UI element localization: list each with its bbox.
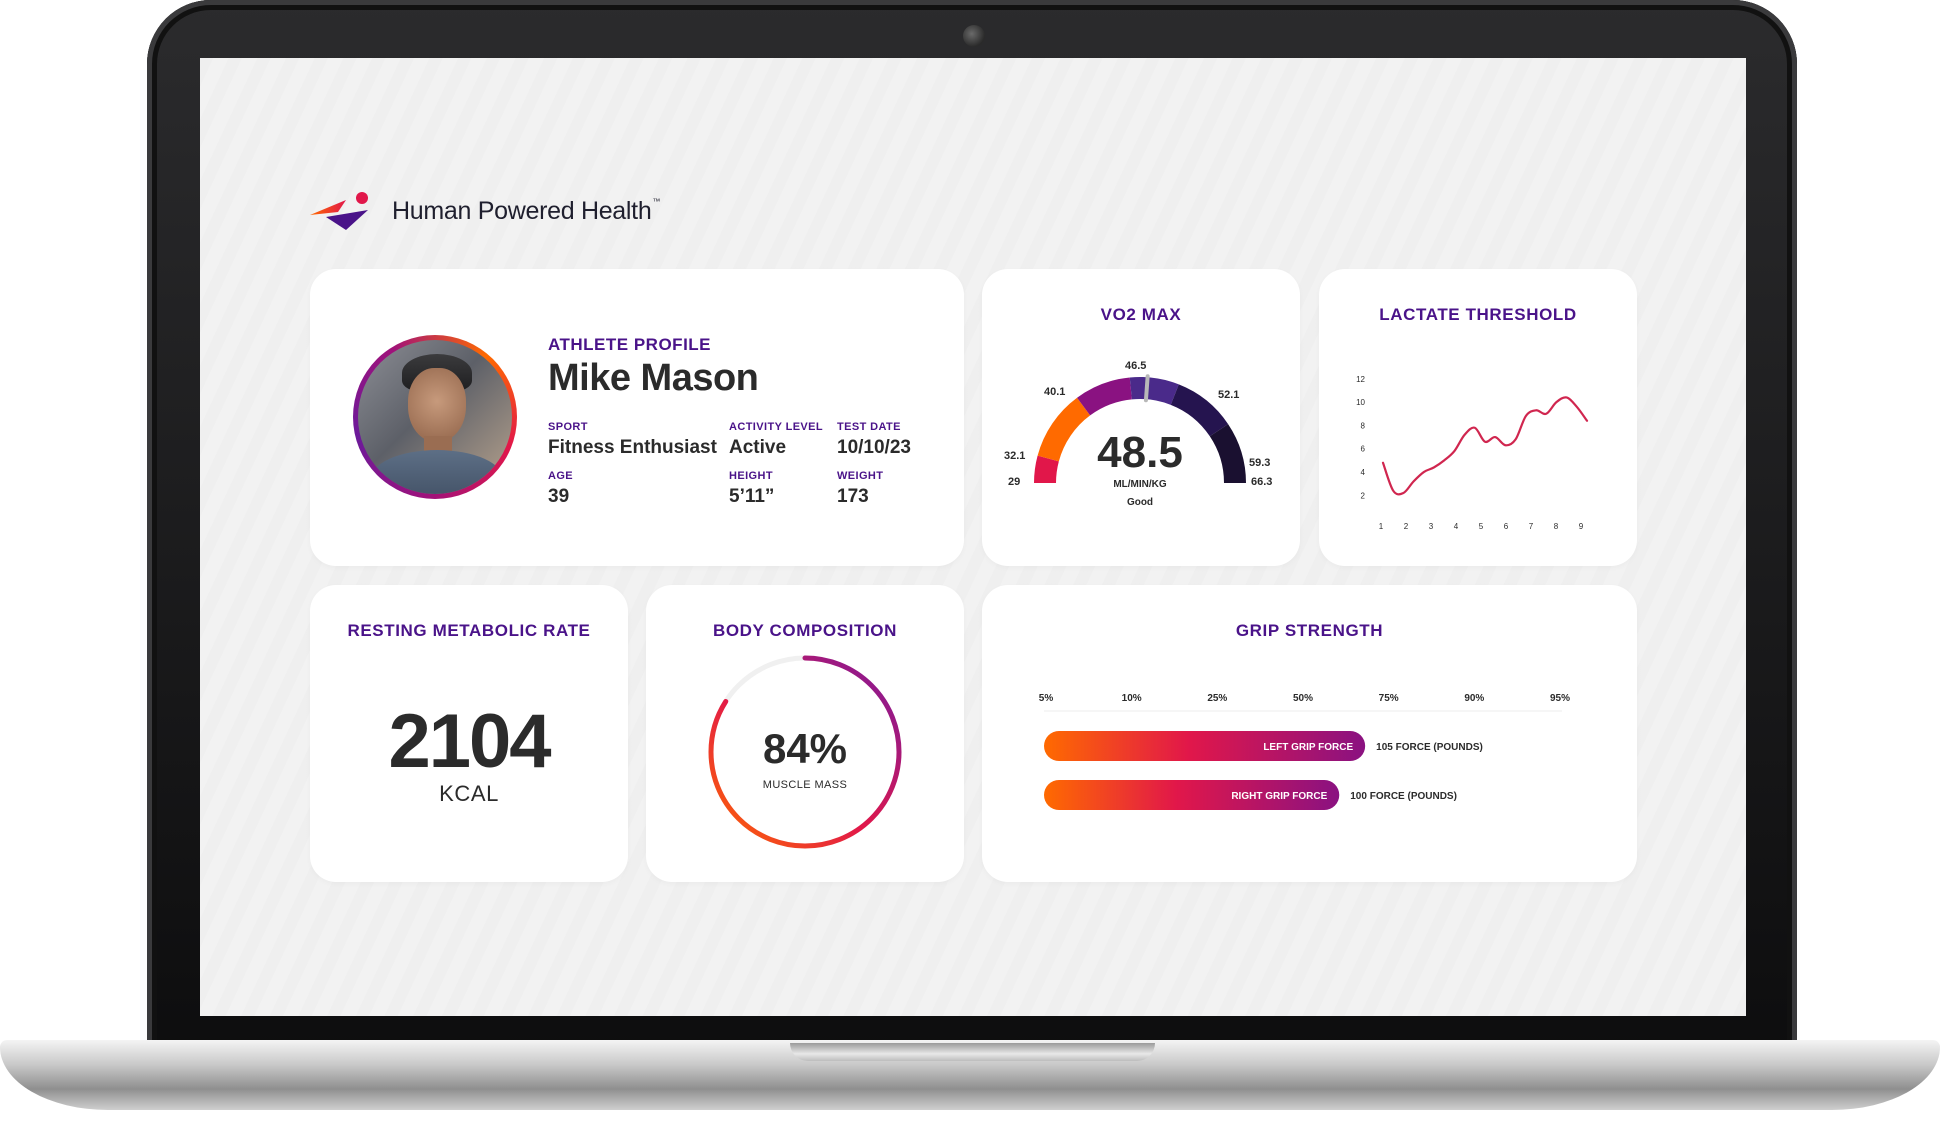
test-date-value: 10/10/23 bbox=[837, 437, 911, 458]
vo2-zone-6 bbox=[1209, 424, 1246, 484]
height-label: HEIGHT bbox=[729, 470, 773, 482]
right-grip-value: 100 FORCE (POUNDS) bbox=[1350, 791, 1457, 802]
laptop-notch bbox=[790, 1043, 1155, 1061]
weight-label: WEIGHT bbox=[837, 470, 884, 482]
muscle-mass-value: 84% bbox=[762, 725, 848, 772]
vo2-zone-4 bbox=[1129, 377, 1179, 405]
vo2-max-card: VO2 MAX 48.5 ML/MIN/KG Good 29 32.1 40.1… bbox=[982, 269, 1300, 566]
avatar[interactable] bbox=[353, 335, 517, 499]
vo2-tick-59: 59.3 bbox=[1249, 457, 1270, 469]
lactate-x-tick: 9 bbox=[1579, 522, 1584, 531]
vo2-rating: Good bbox=[1127, 497, 1153, 508]
camera-icon bbox=[963, 25, 985, 47]
grip-percentile-label: 10% bbox=[1122, 693, 1142, 704]
sport-label: SPORT bbox=[548, 421, 588, 433]
left-grip-label: LEFT GRIP FORCE bbox=[1263, 742, 1353, 753]
trademark-symbol: ™ bbox=[652, 196, 661, 206]
vo2-zone-5 bbox=[1170, 384, 1229, 437]
grip-percentile-label: 50% bbox=[1293, 693, 1313, 704]
muscle-mass-label: MUSCLE MASS bbox=[762, 779, 848, 791]
lactate-x-tick: 6 bbox=[1504, 522, 1509, 531]
lactate-y-tick: 6 bbox=[1361, 445, 1366, 454]
activity-level-label: ACTIVITY LEVEL bbox=[729, 421, 824, 433]
lactate-x-tick: 2 bbox=[1404, 522, 1409, 531]
dashboard-screen: Human Powered Health™ ATHLETE PROFILE Mi… bbox=[200, 58, 1746, 1016]
lactate-y-tick: 4 bbox=[1361, 468, 1366, 477]
age-label: AGE bbox=[548, 470, 574, 482]
vo2-zone-3 bbox=[1077, 377, 1133, 416]
lactate-x-tick: 7 bbox=[1529, 522, 1534, 531]
rmr-value: 2104 bbox=[388, 699, 551, 784]
grip-percentile-label: 5% bbox=[1039, 693, 1054, 704]
lactate-series-line bbox=[1381, 396, 1589, 496]
weight-value: 173 bbox=[837, 486, 869, 507]
vo2-zone-1 bbox=[1034, 455, 1059, 484]
brand-mark-icon bbox=[310, 192, 368, 230]
grip-chart: 5% 10% 25% 50% 75% 90% 95% LEFT GRIP FORCE 105 F… bbox=[1039, 693, 1570, 810]
lactate-y-tick: 8 bbox=[1361, 421, 1366, 430]
age-value: 39 bbox=[548, 486, 570, 507]
athlete-photo bbox=[358, 340, 512, 494]
resting-metabolic-rate-card: RESTING METABOLIC RATE 2104 KCAL bbox=[310, 585, 628, 882]
athlete-name: Mike Mason bbox=[548, 357, 759, 399]
rmr-title: RESTING METABOLIC RATE bbox=[347, 621, 591, 640]
grip-percentile-label: 25% bbox=[1207, 693, 1227, 704]
brand-name: Human Powered Health bbox=[392, 196, 652, 225]
grip-percentile-label: 75% bbox=[1379, 693, 1399, 704]
grip-strength-title: GRIP STRENGTH bbox=[1235, 621, 1384, 640]
athlete-profile-card: ATHLETE PROFILE Mike Mason SPORT Fitness… bbox=[310, 269, 964, 566]
vo2-gauge: 48.5 ML/MIN/KG Good 29 32.1 40.1 46.5 52… bbox=[1004, 360, 1272, 508]
lactate-x-tick: 5 bbox=[1479, 522, 1484, 531]
vo2-tick-29: 29 bbox=[1008, 476, 1020, 488]
grip-percentile-label: 95% bbox=[1550, 693, 1570, 704]
vo2-marker bbox=[1143, 374, 1150, 403]
muscle-mass-arc bbox=[708, 655, 902, 849]
lactate-x-tick: 3 bbox=[1429, 522, 1434, 531]
lactate-y-tick: 12 bbox=[1356, 375, 1365, 384]
vo2-max-title: VO2 MAX bbox=[1100, 305, 1182, 324]
lactate-x-tick: 4 bbox=[1454, 522, 1459, 531]
body-composition-card: BODY COMPOSITION 84% MUSCLE MASS bbox=[646, 585, 964, 882]
vo2-unit: ML/MIN/KG bbox=[1113, 479, 1167, 490]
grip-strength-card: GRIP STRENGTH 5% 10% 25% 50% 75% 90% 95% LEFT G… bbox=[982, 585, 1637, 882]
vo2-tick-40: 40.1 bbox=[1044, 386, 1065, 398]
vo2-zone-2 bbox=[1037, 397, 1091, 462]
left-grip-bar bbox=[1044, 731, 1366, 761]
left-grip-value: 105 FORCE (POUNDS) bbox=[1376, 742, 1483, 753]
activity-level-value: Active bbox=[729, 437, 787, 458]
lactate-threshold-card: LACTATE THRESHOLD 2 4 6 8 10 12 1 2 3 4 5 6 7 8 9 bbox=[1319, 269, 1637, 566]
height-value: 5’11” bbox=[729, 486, 775, 507]
brand-logo[interactable]: Human Powered Health™ bbox=[308, 190, 660, 232]
lactate-x-tick: 1 bbox=[1379, 522, 1384, 531]
vo2-tick-52: 52.1 bbox=[1218, 389, 1239, 401]
test-date-label: TEST DATE bbox=[837, 421, 901, 433]
vo2-tick-66: 66.3 bbox=[1251, 476, 1272, 488]
vo2-value: 48.5 bbox=[1097, 428, 1183, 477]
right-grip-label: RIGHT GRIP FORCE bbox=[1231, 791, 1327, 802]
muscle-mass-ring bbox=[708, 655, 902, 849]
grip-percentile-label: 90% bbox=[1464, 693, 1484, 704]
vo2-tick-46: 46.5 bbox=[1125, 360, 1146, 372]
body-composition-title: BODY COMPOSITION bbox=[712, 621, 898, 640]
lactate-y-tick: 2 bbox=[1361, 491, 1366, 500]
lactate-y-tick: 10 bbox=[1356, 398, 1365, 407]
sport-value: Fitness Enthusiast bbox=[548, 437, 717, 458]
profile-heading: ATHLETE PROFILE bbox=[548, 335, 712, 354]
rmr-unit: KCAL bbox=[439, 781, 499, 806]
right-grip-bar bbox=[1044, 780, 1340, 810]
lactate-x-tick: 8 bbox=[1554, 522, 1559, 531]
lactate-threshold-title: LACTATE THRESHOLD bbox=[1379, 305, 1577, 324]
vo2-tick-32: 32.1 bbox=[1004, 450, 1025, 462]
